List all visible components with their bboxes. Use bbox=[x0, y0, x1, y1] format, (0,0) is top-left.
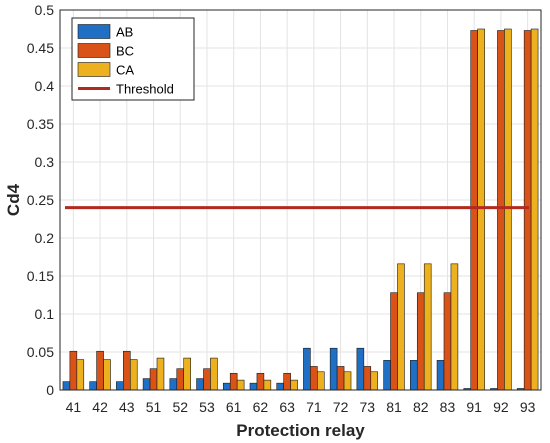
x-tick-label: 51 bbox=[146, 399, 162, 415]
bar-ab-63 bbox=[276, 382, 284, 391]
bar-ca-52 bbox=[183, 357, 191, 391]
bar-ca-43 bbox=[129, 359, 138, 391]
x-tick-label: 43 bbox=[119, 399, 135, 415]
bar-ab-83 bbox=[436, 360, 445, 391]
bar-bc-43 bbox=[123, 350, 131, 391]
x-tick-label: 83 bbox=[440, 399, 456, 415]
plot-frame bbox=[59, 9, 542, 391]
bar-bc-62 bbox=[256, 372, 265, 391]
y-tick-label: 0 bbox=[46, 382, 54, 398]
legend-label-ca: CA bbox=[116, 63, 134, 78]
bar-bc-71 bbox=[310, 366, 318, 391]
bar-ca-71 bbox=[317, 371, 325, 391]
bar-ca-83 bbox=[450, 263, 459, 391]
y-tick-label: 0.15 bbox=[27, 268, 54, 284]
bar-bc-82 bbox=[416, 292, 425, 391]
bar-bc-72 bbox=[336, 366, 345, 391]
x-tick-labels: 41 42 43 51 52 53 61 62 63 71 72 73 81 82 83 91 92 93 bbox=[66, 399, 536, 415]
bar-ab-43 bbox=[116, 381, 124, 391]
legend-label-bc: BC bbox=[116, 44, 134, 59]
bar-ab-73 bbox=[356, 347, 365, 391]
legend-label-threshold: Threshold bbox=[116, 82, 174, 97]
y-tick-label: 0.05 bbox=[27, 344, 54, 360]
bar-bc-73 bbox=[363, 366, 372, 391]
legend-swatch-bc bbox=[77, 43, 111, 58]
bar-bc-81 bbox=[390, 292, 398, 391]
bar-ca-91 bbox=[477, 28, 485, 391]
bar-ca-51 bbox=[156, 357, 165, 391]
bar-ca-41 bbox=[76, 359, 85, 391]
x-tick-label: 61 bbox=[226, 399, 242, 415]
bar-ca-93 bbox=[530, 28, 539, 391]
x-tick-label: 72 bbox=[333, 399, 349, 415]
bar-bc-92 bbox=[497, 30, 505, 391]
x-tick-label: 42 bbox=[92, 399, 108, 415]
bar-ab-72 bbox=[329, 347, 338, 391]
bar-ca-73 bbox=[370, 371, 379, 391]
y-tick-label: 0.2 bbox=[35, 230, 55, 246]
bar-ab-53 bbox=[196, 378, 204, 391]
bar-ab-71 bbox=[303, 347, 311, 391]
x-tick-label: 92 bbox=[493, 399, 509, 415]
bar-ca-42 bbox=[103, 359, 111, 391]
y-tick-label: 0.5 bbox=[35, 2, 55, 18]
bar-bc-51 bbox=[149, 368, 158, 391]
bar-bc-83 bbox=[443, 292, 452, 391]
bar-ab-52 bbox=[169, 378, 178, 391]
bar-ab-51 bbox=[142, 378, 151, 391]
bar-ca-92 bbox=[504, 28, 512, 391]
y-axis-label: Cd4 bbox=[4, 183, 23, 216]
x-tick-label: 93 bbox=[520, 399, 536, 415]
legend-swatch-ab bbox=[77, 24, 111, 39]
bar-ca-61 bbox=[236, 379, 245, 391]
bar-ca-72 bbox=[343, 371, 352, 391]
bar-ca-53 bbox=[210, 357, 218, 391]
bar-bc-61 bbox=[229, 372, 238, 391]
legend: AB BC CA Threshold bbox=[71, 17, 195, 101]
y-tick-label: 0.45 bbox=[27, 40, 54, 56]
legend-swatch-ca bbox=[77, 62, 111, 77]
x-tick-label: 73 bbox=[360, 399, 376, 415]
bar-bc-63 bbox=[283, 372, 291, 391]
x-tick-label: 62 bbox=[253, 399, 269, 415]
y-tick-label: 0.25 bbox=[27, 192, 54, 208]
bar-bc-91 bbox=[470, 30, 478, 391]
x-tick-label: 41 bbox=[66, 399, 82, 415]
bar-ab-61 bbox=[222, 382, 231, 391]
bar-bc-53 bbox=[203, 368, 211, 391]
bar-bc-41 bbox=[69, 350, 78, 391]
y-tick-label: 0.1 bbox=[35, 306, 55, 322]
x-tick-label: 52 bbox=[172, 399, 188, 415]
y-tick-labels: 0 0.05 0.1 0.15 0.2 0.25 0.3 0.35 0.4 0.45 0.5 bbox=[27, 2, 54, 398]
x-axis-label: Protection relay bbox=[236, 421, 365, 440]
bar-ca-63 bbox=[290, 379, 298, 391]
bars bbox=[62, 28, 539, 391]
bar-bc-52 bbox=[176, 368, 185, 391]
y-tick-label: 0.35 bbox=[27, 116, 54, 132]
bar-ab-82 bbox=[410, 360, 418, 391]
bar-ca-81 bbox=[397, 263, 405, 391]
x-tick-label: 53 bbox=[199, 399, 215, 415]
bar-bc-93 bbox=[523, 30, 532, 391]
y-tick-label: 0.4 bbox=[35, 78, 55, 94]
x-tick-label: 82 bbox=[413, 399, 429, 415]
bar-ab-42 bbox=[89, 381, 97, 391]
bar-ab-62 bbox=[249, 382, 258, 391]
x-tick-label: 71 bbox=[306, 399, 322, 415]
bar-ab-41 bbox=[62, 381, 71, 391]
x-tick-label: 91 bbox=[466, 399, 482, 415]
x-tick-label: 81 bbox=[386, 399, 402, 415]
y-tick-label: 0.3 bbox=[35, 154, 55, 170]
bar-ca-62 bbox=[263, 379, 272, 391]
bar-ca-82 bbox=[423, 263, 432, 391]
bar-bc-42 bbox=[96, 350, 104, 391]
legend-label-ab: AB bbox=[116, 25, 133, 40]
bar-ab-81 bbox=[383, 360, 391, 391]
x-tick-label: 63 bbox=[279, 399, 295, 415]
